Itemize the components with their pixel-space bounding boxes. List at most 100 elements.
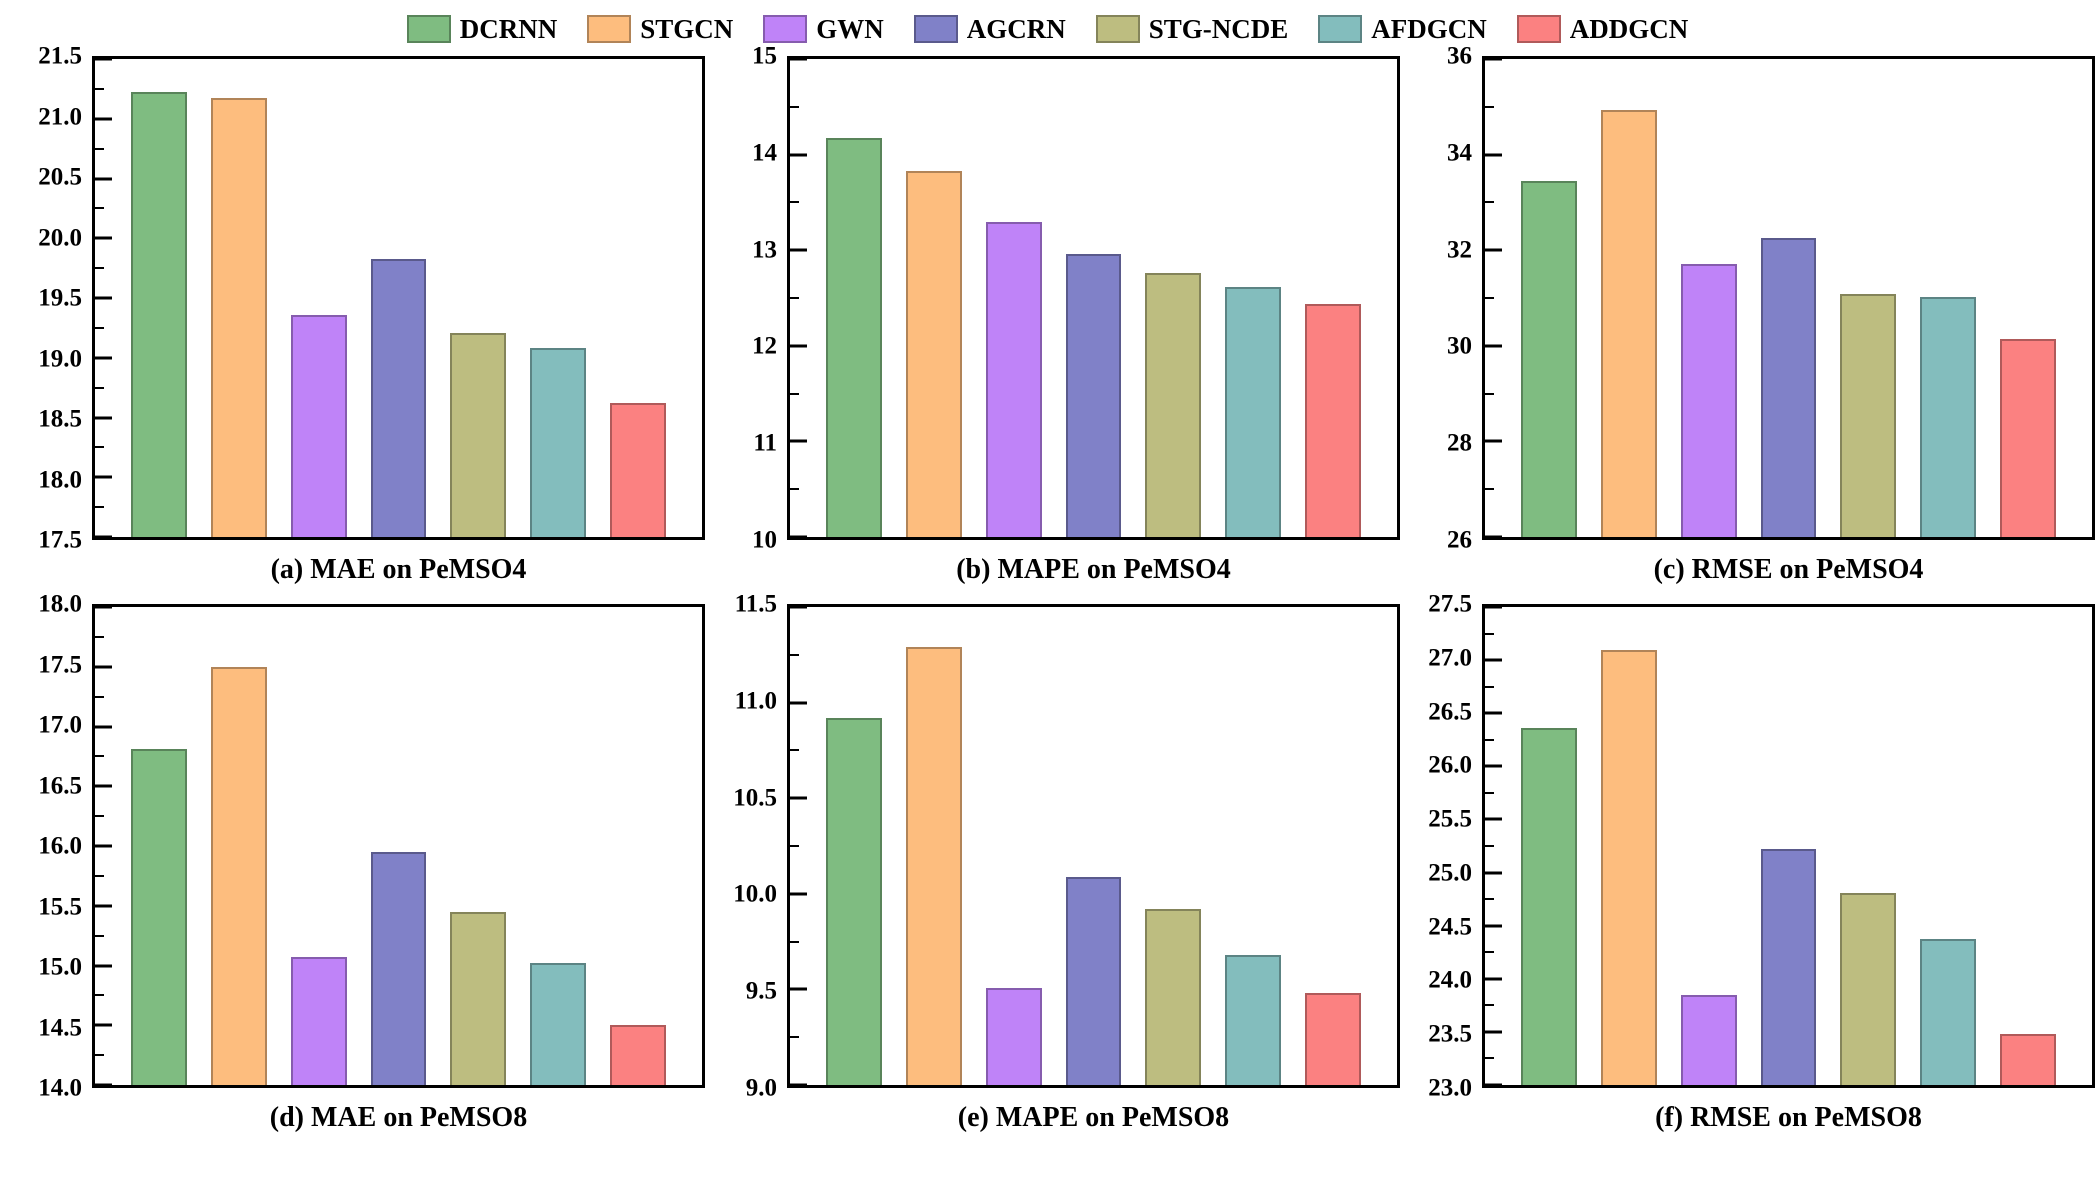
bar-addgcn	[2000, 339, 2057, 537]
y-tick-label: 9.0	[745, 1074, 777, 1102]
y-major-tick	[95, 57, 112, 61]
bar-stgcn	[905, 170, 962, 537]
legend-label-dcrnn: DCRNN	[459, 13, 558, 44]
y-minor-tick	[1485, 105, 1494, 108]
y-major-tick	[790, 535, 807, 539]
y-major-tick	[790, 605, 807, 609]
plot-area	[787, 604, 1400, 1088]
y-minor-tick	[1485, 951, 1494, 954]
y-tick-label: 11.0	[734, 687, 777, 715]
y-major-tick	[790, 57, 807, 61]
y-minor-tick	[95, 934, 104, 937]
bar-addgcn	[1305, 993, 1362, 1085]
y-tick-label: 15.0	[38, 953, 82, 981]
y-tick-label: 34	[1447, 139, 1472, 167]
legend-swatch-agcrn	[913, 15, 958, 43]
legend-label-afdgcn: AFDGCN	[1371, 13, 1487, 44]
y-minor-tick	[790, 1036, 799, 1039]
y-minor-tick	[1485, 791, 1494, 794]
chart-title: (e) MAPE on PeMSO8	[957, 1102, 1230, 1133]
y-major-tick	[1485, 57, 1502, 61]
y-tick-label: 18.0	[38, 590, 82, 618]
y-tick-label: 10.0	[733, 880, 777, 908]
bar-gwn	[985, 221, 1042, 537]
y-tick-label: 19.0	[38, 345, 82, 372]
legend-item-stgcn: STGCN	[587, 15, 733, 43]
y-major-tick	[790, 701, 807, 705]
plot-area	[787, 56, 1400, 540]
bar-dcrnn	[825, 717, 882, 1085]
y-tick-label: 32	[1447, 236, 1472, 264]
y-tick-label: 10.5	[733, 784, 777, 812]
y-minor-tick	[790, 392, 799, 395]
bar-agcrn	[1065, 254, 1122, 537]
y-minor-tick	[95, 695, 104, 698]
y-major-tick	[1485, 871, 1502, 875]
legend-swatch-stgcn	[587, 15, 632, 43]
y-tick-label: 12	[752, 332, 777, 360]
legend-item-gwn: GWN	[763, 15, 884, 43]
y-minor-tick	[95, 994, 104, 997]
chart-mape-pemso8: 9.0 9.5 10.0 10.5 11.0 11.5 (e) MAPE on PeMSO…	[705, 592, 1400, 1136]
chart-title: (c) RMSE on PeMSO4	[1653, 554, 1924, 585]
bar-agcrn	[370, 258, 427, 537]
y-minor-tick	[95, 1054, 104, 1057]
y-minor-tick	[95, 635, 104, 638]
legend-label-gwn: GWN	[816, 13, 884, 44]
y-tick-label: 26.5	[1428, 698, 1472, 726]
y-minor-tick	[790, 940, 799, 943]
chart-title: (d) MAE on PeMSO8	[269, 1102, 528, 1133]
y-minor-tick	[95, 147, 104, 150]
y-minor-tick	[95, 755, 104, 758]
chart-mape-pemso4: 10 11 12 13 14 15 (b) MAPE on PeMSO4	[705, 44, 1400, 588]
y-tick-label: 18.0	[38, 466, 82, 493]
y-minor-tick	[1485, 1004, 1494, 1007]
y-tick-label: 11.5	[734, 590, 777, 618]
y-tick-label: 11	[753, 429, 777, 457]
y-minor-tick	[1485, 488, 1494, 491]
y-major-tick	[95, 964, 112, 967]
chart-title: (f) RMSE on PeMSO8	[1655, 1102, 1922, 1133]
y-tick-label: 16.5	[38, 772, 82, 799]
bar-agcrn	[1065, 876, 1122, 1085]
bar-stg-ncde	[1840, 892, 1897, 1085]
y-major-tick	[790, 153, 807, 157]
y-major-tick	[95, 1023, 112, 1027]
y-major-tick	[790, 892, 807, 896]
y-minor-tick	[790, 653, 799, 656]
bar-addgcn	[610, 403, 667, 537]
y-tick-label: 23.5	[1428, 1020, 1472, 1048]
legend-swatch-gwn	[763, 15, 808, 43]
y-major-tick	[1485, 764, 1502, 768]
bar-addgcn	[610, 1025, 667, 1085]
chart-grid: 17.5 18.0 18.5 19.0 19.5 20.0 20.5 21.0 21.5 (a)…	[10, 44, 2095, 1136]
y-major-tick	[95, 117, 112, 121]
y-minor-tick	[1485, 201, 1494, 204]
bar-stg-ncde	[1145, 273, 1202, 537]
y-tick-label: 14	[752, 139, 777, 167]
y-tick-label: 17.5	[38, 651, 82, 678]
y-axis-labels: 9.0 9.5 10.0 10.5 11.0 11.5	[705, 592, 787, 1101]
y-major-tick	[1485, 439, 1502, 443]
bar-agcrn	[370, 851, 427, 1085]
y-major-tick	[790, 1083, 807, 1087]
y-major-tick	[1485, 535, 1502, 539]
y-minor-tick	[1485, 1057, 1494, 1060]
plot-area	[1482, 604, 2095, 1088]
y-major-tick	[95, 665, 112, 669]
legend-item-stg-ncde: STG-NCDE	[1095, 15, 1288, 43]
bar-afdgcn	[1225, 286, 1282, 537]
y-minor-tick	[1485, 738, 1494, 741]
chart-rmse-pemso8: 23.0 23.5 24.0 24.5 25.0 25.5 26.0 26.5 27.0 27.5…	[1400, 592, 2095, 1136]
y-minor-tick	[790, 201, 799, 204]
y-tick-label: 10	[752, 526, 777, 554]
bar-afdgcn	[1920, 297, 1977, 537]
y-minor-tick	[95, 87, 104, 90]
bar-afdgcn	[530, 348, 587, 537]
y-major-tick	[1485, 711, 1502, 715]
y-major-tick	[790, 796, 807, 800]
figure-legend: DCRNN STGCN GWN AGCRN STG-NCDE AFDGCN AD…	[10, 6, 2085, 52]
bar-stgcn	[1600, 649, 1657, 1085]
y-axis-labels: 23.0 23.5 24.0 24.5 25.0 25.5 26.0 26.5 27.0 27.5	[1400, 592, 1482, 1101]
bar-gwn	[290, 957, 347, 1085]
